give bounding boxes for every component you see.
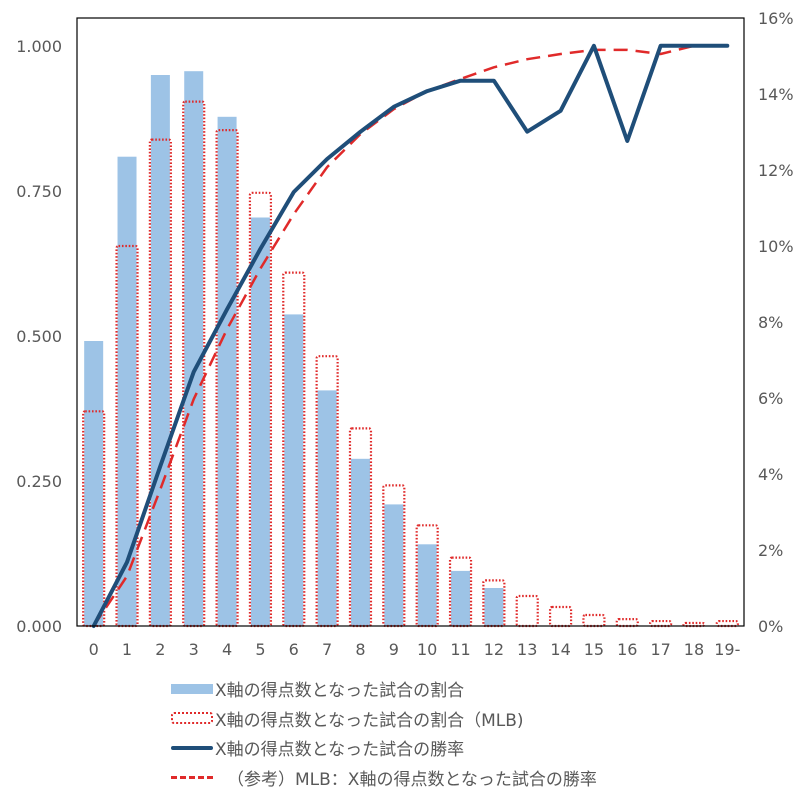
- mlb-bar: [548, 605, 573, 628]
- x-axis-tick: 10: [417, 640, 437, 659]
- mlb-bar: [515, 594, 539, 628]
- x-axis-tick: 14: [550, 640, 570, 659]
- x-axis-tick: 1: [122, 640, 132, 659]
- x-axis-tick: 7: [322, 640, 332, 659]
- mlb-bar: [282, 271, 306, 628]
- x-axis-tick: 12: [484, 640, 504, 659]
- x-axis-tick: 9: [389, 640, 399, 659]
- mlb-bar: [115, 244, 139, 628]
- right-axis-tick: 14%: [758, 85, 794, 104]
- legend-item-share: X軸の得点数となった試合の割合: [171, 674, 597, 704]
- legend-item-mlb-win-rate: （参考）MLB：X軸の得点数となった試合の勝率: [171, 763, 597, 793]
- mlb-bar: [682, 621, 706, 628]
- bar: [184, 71, 204, 626]
- bar: [384, 504, 404, 626]
- right-axis-tick: 12%: [758, 161, 794, 180]
- x-axis-tick: 5: [255, 640, 265, 659]
- x-axis-tick: 0: [89, 640, 99, 659]
- right-axis-tick-labels: 0% 2% 4% 6% 8% 10% 12% 14% 16%: [758, 9, 794, 636]
- light-blue-bar-swatch-icon: [171, 682, 213, 696]
- mlb-bar: [715, 619, 739, 628]
- win-rate-line: [91, 43, 730, 628]
- mlb-bar: [615, 618, 639, 628]
- mlb-bar: [649, 619, 673, 628]
- bar: [451, 570, 471, 626]
- mlb-bar: [215, 129, 239, 628]
- bar: [284, 314, 304, 626]
- bar: [250, 217, 270, 626]
- x-axis-tick: 16: [617, 640, 637, 659]
- right-axis-tick: 8%: [758, 313, 783, 332]
- red-dashed-line-swatch-icon: [171, 770, 213, 784]
- x-axis-tick: 4: [222, 640, 232, 659]
- right-axis-tick: 16%: [758, 9, 794, 28]
- right-axis-tick: 6%: [758, 389, 783, 408]
- left-axis-tick-labels: 0.000 0.250 0.500 0.750 1.000: [16, 37, 62, 636]
- left-axis-tick: 0.000: [16, 617, 62, 636]
- mlb-bar: [415, 524, 439, 628]
- legend-label: X軸の得点数となった試合の勝率: [215, 740, 465, 761]
- legend-item-win-rate: X軸の得点数となった試合の勝率: [171, 733, 597, 763]
- share-bars: [84, 71, 504, 627]
- legend: X軸の得点数となった試合の割合 X軸の得点数となった試合の割合（MLB) X軸の…: [171, 674, 597, 792]
- win-rate-lines: [91, 43, 730, 628]
- legend-label: X軸の得点数となった試合の割合（MLB): [215, 710, 524, 731]
- bar: [484, 588, 504, 626]
- legend-item-mlb-share: X軸の得点数となった試合の割合（MLB): [171, 704, 597, 734]
- bar: [150, 75, 170, 626]
- x-axis-tick: 18: [684, 640, 704, 659]
- left-axis-tick: 0.250: [16, 472, 62, 491]
- right-axis-tick: 2%: [758, 541, 783, 560]
- navy-solid-line-swatch-icon: [171, 741, 213, 755]
- left-axis-tick: 0.750: [16, 182, 62, 201]
- legend-label: （参考）MLB：X軸の得点数となった試合の勝率: [227, 769, 597, 790]
- right-axis-tick: 0%: [758, 617, 783, 636]
- bar: [417, 544, 437, 626]
- bar: [84, 341, 104, 626]
- left-axis-tick: 0.500: [16, 327, 62, 346]
- x-axis-tick: 3: [189, 640, 199, 659]
- bar: [117, 156, 137, 626]
- x-axis-tick: 17: [650, 640, 670, 659]
- bar: [350, 458, 370, 626]
- legend-label: X軸の得点数となった試合の割合: [215, 681, 465, 702]
- bar: [317, 390, 337, 626]
- x-axis-tick: 19-: [714, 640, 740, 659]
- red-dotted-bar-swatch-icon: [171, 711, 213, 725]
- x-axis-tick: 15: [584, 640, 604, 659]
- right-axis-tick: 4%: [758, 465, 783, 484]
- x-axis-tick: 6: [289, 640, 299, 659]
- x-axis-tick: 13: [517, 640, 537, 659]
- x-axis-tick-labels: 0 1 2 3 4 5 6 7 8 9 10 11 12 13 14 15 16 17 18 19-: [89, 640, 741, 659]
- mlb-bar: [582, 613, 606, 628]
- left-axis-tick: 1.000: [16, 37, 62, 56]
- x-axis-tick: 11: [450, 640, 470, 659]
- mlb-share-bars: [82, 100, 739, 628]
- right-axis-tick: 10%: [758, 237, 794, 256]
- plot-area-frame: [76, 17, 745, 627]
- x-axis-tick: 8: [355, 640, 365, 659]
- x-axis-tick: 2: [155, 640, 165, 659]
- bar: [217, 116, 237, 627]
